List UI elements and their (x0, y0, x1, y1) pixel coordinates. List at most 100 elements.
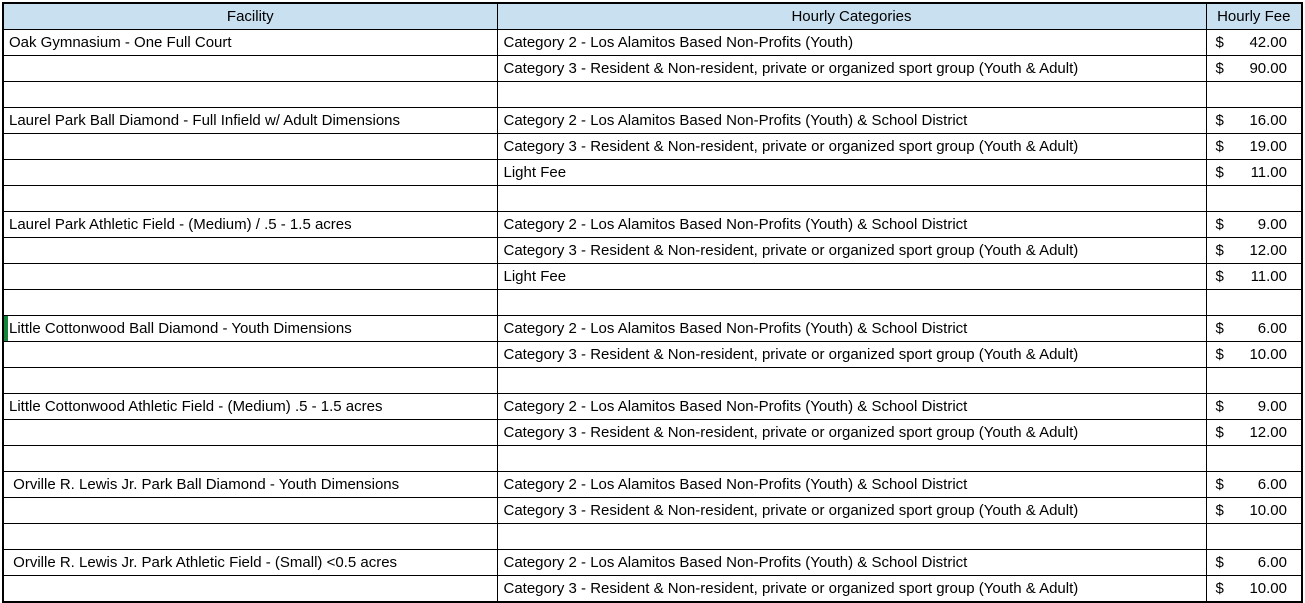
category-cell[interactable]: Category 3 - Resident & Non-resident, pr… (496, 575, 1207, 603)
category-cell[interactable]: Light Fee (496, 263, 1207, 290)
fee-cell[interactable] (1205, 289, 1303, 316)
fee-cell[interactable]: $16.00 (1205, 107, 1303, 134)
category-cell[interactable] (496, 445, 1207, 472)
table-row: Category 3 - Resident & Non-resident, pr… (2, 133, 1303, 160)
currency-symbol: $ (1215, 138, 1224, 155)
facility-cell[interactable] (2, 81, 498, 108)
category-cell[interactable]: Category 2 - Los Alamitos Based Non-Prof… (496, 29, 1207, 56)
currency-symbol: $ (1215, 580, 1224, 597)
facility-cell-selected[interactable]: Little Cottonwood Ball Diamond - Youth D… (2, 315, 498, 342)
facility-cell[interactable] (2, 497, 498, 524)
spacer-row (2, 289, 1303, 316)
table-row: Light Fee $11.00 (2, 263, 1303, 290)
fee-cell[interactable]: $42.00 (1205, 29, 1303, 56)
currency-symbol: $ (1215, 268, 1224, 285)
table-row: Light Fee $11.00 (2, 159, 1303, 186)
facility-cell[interactable] (2, 523, 498, 550)
fee-cell[interactable]: $90.00 (1205, 55, 1303, 82)
table-row: Laurel Park Ball Diamond - Full Infield … (2, 107, 1303, 134)
facility-cell[interactable] (2, 419, 498, 446)
fee-cell[interactable]: $9.00 (1205, 393, 1303, 420)
category-cell[interactable]: Category 3 - Resident & Non-resident, pr… (496, 237, 1207, 264)
currency-symbol: $ (1215, 346, 1224, 363)
col-header-hourly-fee: Hourly Fee (1205, 2, 1303, 30)
spacer-row (2, 367, 1303, 394)
fee-amount: 9.00 (1257, 216, 1287, 233)
category-cell[interactable]: Light Fee (496, 159, 1207, 186)
category-cell[interactable] (496, 185, 1207, 212)
fee-amount: 12.00 (1249, 242, 1287, 259)
table-row: Category 3 - Resident & Non-resident, pr… (2, 237, 1303, 264)
category-cell[interactable]: Category 3 - Resident & Non-resident, pr… (496, 55, 1207, 82)
facility-cell[interactable]: Orville R. Lewis Jr. Park Ball Diamond -… (2, 471, 498, 498)
fee-cell[interactable]: $19.00 (1205, 133, 1303, 160)
fee-cell[interactable]: $6.00 (1205, 471, 1303, 498)
facility-cell[interactable] (2, 159, 498, 186)
facility-cell[interactable] (2, 341, 498, 368)
currency-symbol: $ (1215, 242, 1224, 259)
category-cell[interactable] (496, 81, 1207, 108)
fee-cell[interactable]: $6.00 (1205, 549, 1303, 576)
fee-amount: 11.00 (1250, 164, 1287, 181)
fee-cell[interactable] (1205, 445, 1303, 472)
fee-cell[interactable]: $10.00 (1205, 575, 1303, 603)
fee-cell[interactable]: $11.00 (1205, 263, 1303, 290)
facility-cell[interactable] (2, 263, 498, 290)
fee-amount: 6.00 (1257, 320, 1287, 337)
table-row: Category 3 - Resident & Non-resident, pr… (2, 55, 1303, 82)
fee-cell[interactable]: $10.00 (1205, 341, 1303, 368)
fee-cell[interactable] (1205, 523, 1303, 550)
facility-cell[interactable] (2, 133, 498, 160)
facility-cell[interactable]: Laurel Park Athletic Field - (Medium) / … (2, 211, 498, 238)
category-cell[interactable]: Category 2 - Los Alamitos Based Non-Prof… (496, 471, 1207, 498)
fee-amount: 19.00 (1249, 138, 1287, 155)
table-row: Category 3 - Resident & Non-resident, pr… (2, 341, 1303, 368)
table-row: Category 3 - Resident & Non-resident, pr… (2, 419, 1303, 446)
fee-cell[interactable]: $9.00 (1205, 211, 1303, 238)
category-cell[interactable]: Category 3 - Resident & Non-resident, pr… (496, 419, 1207, 446)
category-cell[interactable]: Category 3 - Resident & Non-resident, pr… (496, 497, 1207, 524)
fee-cell[interactable]: $11.00 (1205, 159, 1303, 186)
facility-cell[interactable]: Little Cottonwood Athletic Field - (Medi… (2, 393, 498, 420)
fee-cell[interactable] (1205, 185, 1303, 212)
facility-cell[interactable]: Orville R. Lewis Jr. Park Athletic Field… (2, 549, 498, 576)
fee-amount: 42.00 (1249, 34, 1287, 51)
category-cell[interactable]: Category 2 - Los Alamitos Based Non-Prof… (496, 107, 1207, 134)
facility-cell[interactable] (2, 289, 498, 316)
fee-amount: 10.00 (1249, 502, 1287, 519)
table-row: Little Cottonwood Ball Diamond - Youth D… (2, 315, 1303, 342)
facility-cell[interactable] (2, 185, 498, 212)
category-cell[interactable] (496, 367, 1207, 394)
facility-cell[interactable]: Oak Gymnasium - One Full Court (2, 29, 498, 56)
facility-cell[interactable] (2, 55, 498, 82)
currency-symbol: $ (1215, 554, 1224, 571)
category-cell[interactable] (496, 523, 1207, 550)
spacer-row (2, 445, 1303, 472)
category-cell[interactable]: Category 2 - Los Alamitos Based Non-Prof… (496, 549, 1207, 576)
table-row: Oak Gymnasium - One Full Court Category 2… (2, 29, 1303, 56)
facility-cell[interactable] (2, 367, 498, 394)
currency-symbol: $ (1215, 216, 1224, 233)
facility-cell[interactable]: Laurel Park Ball Diamond - Full Infield … (2, 107, 498, 134)
fee-cell[interactable]: $10.00 (1205, 497, 1303, 524)
facility-cell[interactable] (2, 445, 498, 472)
fee-cell[interactable]: $12.00 (1205, 237, 1303, 264)
fee-cell[interactable] (1205, 81, 1303, 108)
currency-symbol: $ (1215, 34, 1224, 51)
category-cell[interactable]: Category 2 - Los Alamitos Based Non-Prof… (496, 211, 1207, 238)
category-cell[interactable]: Category 3 - Resident & Non-resident, pr… (496, 341, 1207, 368)
category-cell[interactable]: Category 2 - Los Alamitos Based Non-Prof… (496, 393, 1207, 420)
currency-symbol: $ (1215, 424, 1224, 441)
fee-amount: 6.00 (1257, 554, 1287, 571)
table-row: Orville R. Lewis Jr. Park Athletic Field… (2, 549, 1303, 576)
category-cell[interactable]: Category 3 - Resident & Non-resident, pr… (496, 133, 1207, 160)
category-cell[interactable]: Category 2 - Los Alamitos Based Non-Prof… (496, 315, 1207, 342)
facility-cell[interactable] (2, 237, 498, 264)
fee-cell[interactable]: $6.00 (1205, 315, 1303, 342)
facility-cell[interactable] (2, 575, 498, 603)
category-cell[interactable] (496, 289, 1207, 316)
fee-cell[interactable]: $12.00 (1205, 419, 1303, 446)
currency-symbol: $ (1215, 112, 1224, 129)
fee-cell[interactable] (1205, 367, 1303, 394)
